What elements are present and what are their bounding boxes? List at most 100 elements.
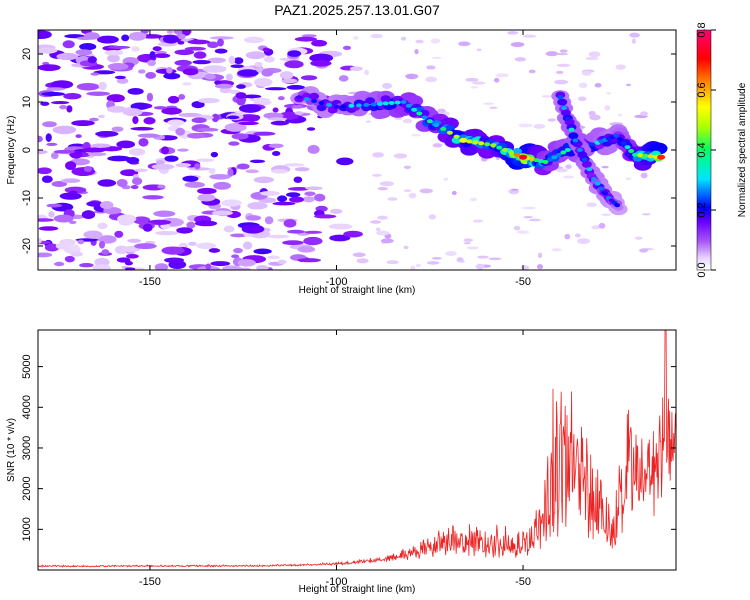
x-tick-label: -100 xyxy=(325,276,347,288)
heatmap-cell xyxy=(432,143,443,148)
heatmap-cell xyxy=(538,252,543,259)
heatmap-cell xyxy=(415,263,421,268)
heatmap-cell xyxy=(483,102,495,105)
heatmap-cell xyxy=(131,177,143,185)
heatmap-cell xyxy=(628,149,635,153)
heatmap-cell xyxy=(291,104,304,109)
heatmap-cell xyxy=(107,54,120,63)
heatmap-cell xyxy=(214,48,228,54)
heatmap-cell xyxy=(364,69,370,76)
heatmap-cell xyxy=(38,226,59,231)
heatmap-cell xyxy=(263,112,284,119)
heatmap-cell xyxy=(122,108,143,117)
heatmap-cell xyxy=(138,138,149,147)
heatmap-cell xyxy=(197,193,216,202)
heatmap-cell xyxy=(370,220,382,224)
heatmap-cell xyxy=(267,117,288,121)
heatmap-cell xyxy=(617,113,623,117)
heatmap-cell xyxy=(126,253,139,259)
heatmap-cell xyxy=(555,168,568,173)
heatmap-cell xyxy=(41,175,53,183)
heatmap-cell xyxy=(157,184,166,189)
heatmap-cell xyxy=(620,141,627,146)
heatmap-cell xyxy=(83,230,103,239)
heatmap-cell xyxy=(188,167,211,171)
heatmap-cell xyxy=(96,35,119,44)
heatmap-cell xyxy=(446,130,453,135)
heatmap-cell xyxy=(38,64,61,71)
heatmap-cell xyxy=(453,134,460,139)
heatmap-cell xyxy=(242,94,262,99)
heatmap-cell xyxy=(437,108,446,114)
heatmap-cell xyxy=(256,264,269,270)
x-tick-label: -150 xyxy=(139,276,161,288)
heatmap-cell xyxy=(356,258,369,264)
heatmap-cell xyxy=(104,49,124,56)
heatmap-cell xyxy=(370,102,377,107)
heatmap-cell xyxy=(606,92,612,95)
heatmap-cell xyxy=(586,202,597,208)
heatmap-cell xyxy=(657,154,666,160)
heatmap-cell xyxy=(402,118,413,124)
heatmap-cell xyxy=(161,107,182,115)
heatmap-cell xyxy=(403,189,411,192)
heatmap-cell xyxy=(428,214,437,220)
heatmap-cell xyxy=(149,51,156,60)
heatmap-cell xyxy=(63,179,81,183)
heatmap-cell xyxy=(236,84,246,89)
heatmap-cell xyxy=(495,73,509,78)
heatmap-cell xyxy=(296,95,303,100)
heatmap-cell xyxy=(307,144,320,154)
heatmap-cell xyxy=(98,114,105,118)
x-tick-label: -50 xyxy=(515,276,531,288)
heatmap-cell xyxy=(546,157,553,162)
heatmap-cell xyxy=(419,188,433,194)
heatmap-cell xyxy=(181,30,191,36)
heatmap-cell xyxy=(134,168,148,173)
heatmap-cell xyxy=(578,82,588,89)
heatmap-cell xyxy=(231,133,249,140)
heatmap-cell xyxy=(556,63,571,68)
heatmap-cell xyxy=(95,130,119,137)
heatmap-cell xyxy=(637,153,644,158)
heatmap-cell xyxy=(233,57,244,65)
heatmap-cell xyxy=(177,40,185,45)
heatmap-cell xyxy=(590,176,597,181)
heatmap-cell xyxy=(108,45,131,49)
heatmap-cell xyxy=(463,242,471,245)
heatmap-cell xyxy=(131,46,140,52)
colorbar: 0.0 0.2 0.4 0.6 0.8 Normalized spectral ampl… xyxy=(696,22,748,277)
heatmap-cell xyxy=(63,92,82,100)
heatmap-cell xyxy=(196,242,217,249)
heatmap-cell xyxy=(69,190,78,195)
heatmap-cell xyxy=(294,167,310,172)
heatmap-cell xyxy=(403,165,411,169)
heatmap-cell xyxy=(586,167,593,172)
heatmap-cell xyxy=(214,80,222,86)
heatmap-cell xyxy=(46,87,65,91)
heatmap-cell xyxy=(642,153,649,158)
heatmap-cell xyxy=(128,148,146,156)
heatmap-cell xyxy=(421,115,428,120)
heatmap-cell xyxy=(355,103,362,108)
heatmap-cell xyxy=(98,240,106,249)
heatmap-cell xyxy=(602,191,609,196)
heatmap-cell xyxy=(228,55,236,65)
heatmap-cell xyxy=(318,101,325,105)
heatmap-cell xyxy=(84,32,100,40)
heatmap-cell xyxy=(253,77,273,87)
heatmap-cell xyxy=(581,160,592,168)
heatmap-cell xyxy=(309,92,320,100)
heatmap-cell xyxy=(625,177,632,180)
snr-panel: -150 -100 -50 1000 2000 3000 4000 5000 Height … xyxy=(6,329,677,595)
heatmap-cell xyxy=(522,206,536,210)
snr-plot-area xyxy=(38,330,676,570)
heatmap-cell xyxy=(496,145,503,150)
heatmap-cell xyxy=(542,160,549,164)
heatmap-cell xyxy=(641,213,651,216)
heatmap-cell xyxy=(433,123,440,127)
heatmap-cell xyxy=(50,152,59,160)
heatmap-cell xyxy=(277,96,285,101)
heatmap-cell xyxy=(111,126,124,132)
